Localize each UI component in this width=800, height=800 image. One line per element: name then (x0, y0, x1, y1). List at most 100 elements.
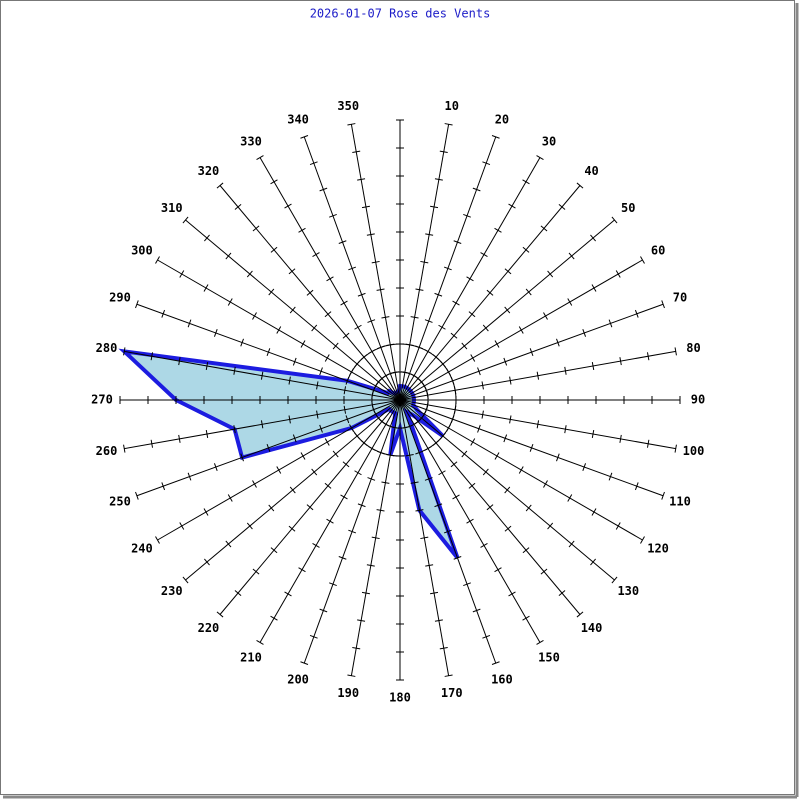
tick-mark (367, 477, 376, 481)
tick-mark (342, 461, 350, 468)
tick-mark (357, 292, 366, 297)
tick-mark (576, 611, 584, 618)
direction-label: 30 (542, 134, 556, 148)
direction-label: 120 (647, 542, 669, 556)
tick-mark (187, 472, 192, 481)
tick-mark (450, 461, 458, 468)
tick-mark (444, 123, 453, 126)
tick-mark (354, 470, 362, 476)
tick-mark (292, 357, 297, 366)
tick-mark (434, 619, 443, 622)
tick-mark (367, 319, 376, 323)
direction-label: 70 (673, 291, 687, 305)
tick-mark (306, 504, 314, 511)
tick-mark (536, 371, 540, 380)
direction-label: 90 (691, 393, 705, 407)
tick-mark (292, 434, 297, 443)
tick-mark (270, 179, 278, 185)
tick-mark (135, 491, 139, 500)
tick-mark (529, 348, 534, 357)
tick-mark (332, 450, 339, 458)
tick-mark (361, 591, 370, 595)
tick-mark (480, 252, 488, 257)
tick-mark (349, 424, 354, 432)
tick-mark (324, 311, 332, 318)
tick-mark (216, 182, 224, 189)
tick-mark (463, 213, 471, 218)
tick-mark (558, 204, 566, 210)
tick-mark (306, 289, 314, 296)
tick-mark (391, 371, 400, 374)
tick-mark (354, 432, 361, 440)
tick-mark (461, 450, 468, 458)
tick-mark (432, 439, 440, 446)
tick-mark (376, 345, 385, 350)
tick-mark (252, 480, 257, 488)
tick-mark (477, 424, 481, 433)
tick-mark (450, 332, 458, 339)
tick-mark (178, 357, 181, 366)
tick-mark (556, 338, 560, 347)
tick-mark (182, 576, 189, 584)
tick-mark (319, 367, 323, 376)
tick-mark (518, 326, 524, 334)
tick-mark (518, 466, 524, 474)
direction-label: 170 (441, 686, 463, 700)
tick-mark (509, 415, 512, 424)
direction-label: 60 (651, 244, 665, 258)
direction-label: 10 (445, 99, 459, 113)
tick-mark (661, 300, 665, 309)
tick-mark (371, 536, 380, 540)
tick-mark (246, 522, 253, 530)
tick-mark (543, 312, 548, 320)
tick-mark (319, 424, 323, 433)
tick-mark (348, 266, 357, 271)
direction-label: 40 (584, 164, 598, 178)
tick-mark (470, 438, 476, 446)
tick-mark (326, 518, 334, 524)
tick-mark (420, 260, 429, 264)
tick-mark (615, 522, 621, 530)
tick-mark (276, 326, 282, 334)
tick-mark (182, 216, 189, 224)
tick-mark (354, 324, 362, 330)
tick-mark (481, 381, 484, 390)
tick-mark (227, 298, 233, 306)
tick-mark (661, 491, 665, 500)
tick-mark (430, 205, 439, 209)
direction-label: 190 (337, 686, 359, 700)
tick-mark (234, 590, 242, 596)
tick-mark (424, 446, 432, 451)
tick-mark (646, 352, 650, 361)
tick-mark (329, 582, 337, 587)
tick-mark (540, 225, 548, 232)
tick-mark (453, 240, 462, 244)
tick-mark (326, 276, 334, 282)
tick-mark (252, 568, 260, 575)
tick-mark (615, 270, 621, 278)
tick-mark (366, 233, 375, 236)
tick-mark (289, 306, 296, 314)
direction-label: 330 (240, 134, 262, 148)
tick-mark (568, 252, 575, 260)
tick-mark (425, 233, 434, 236)
tick-mark (611, 576, 618, 584)
tick-mark (634, 309, 639, 318)
tick-mark (634, 482, 639, 491)
direction-label: 150 (538, 651, 560, 665)
tick-mark (415, 450, 424, 455)
tick-mark (438, 324, 446, 330)
tick-mark (486, 504, 494, 511)
tick-mark (461, 342, 468, 350)
tick-mark (288, 376, 291, 385)
tick-mark (568, 540, 575, 548)
tick-mark (446, 368, 451, 376)
tick-mark (486, 289, 494, 296)
tick-mark (425, 564, 434, 567)
tick-mark (591, 430, 595, 439)
tick-mark (300, 452, 306, 460)
tick-mark (179, 270, 185, 278)
tick-mark (536, 420, 540, 429)
tick-mark (357, 178, 366, 181)
tick-mark (424, 319, 433, 323)
